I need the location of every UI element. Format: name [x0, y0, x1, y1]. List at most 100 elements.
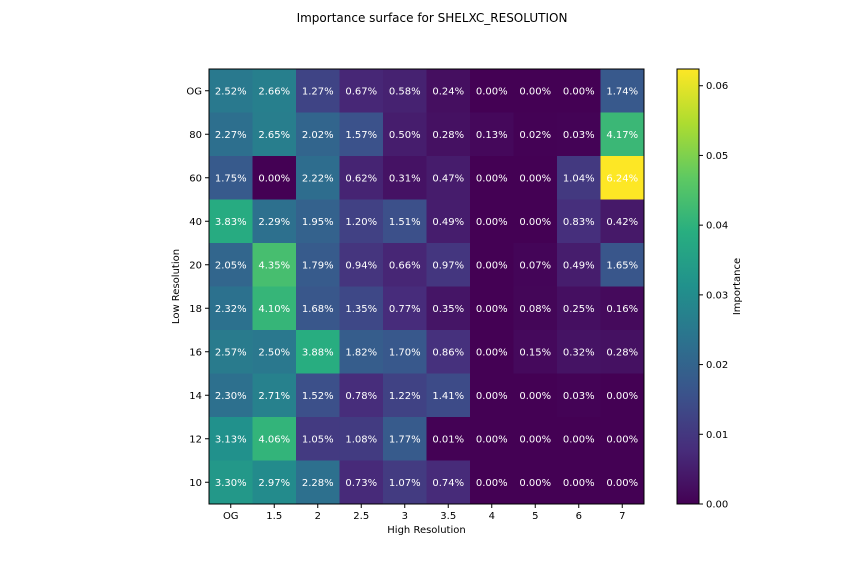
heatmap-cell [296, 69, 340, 113]
heatmap-cell [296, 243, 340, 287]
heatmap-cell [252, 112, 297, 157]
heatmap-cell [339, 199, 384, 244]
cell-value-label: 0.00% [476, 260, 508, 271]
cell-value-label: 1.51% [389, 217, 421, 228]
heatmap-cell [426, 243, 471, 287]
cell-value-label: 4.17% [606, 130, 638, 141]
cell-value-label: 0.00% [519, 391, 551, 402]
heatmap-cell [513, 69, 558, 113]
cell-value-label: 0.28% [432, 130, 464, 141]
cell-value-label: 0.00% [606, 478, 638, 489]
heatmap-cell [513, 243, 558, 287]
y-tick-label: 14 [189, 391, 202, 402]
heatmap-cell [600, 330, 645, 374]
cell-value-label: 0.07% [519, 260, 551, 271]
cell-value-label: 0.78% [345, 391, 377, 402]
colorbar-ticks: 0.00 0.01 0.02 0.03 0.04 0.05 0.06 [699, 81, 728, 511]
cell-value-label: 2.57% [215, 347, 247, 358]
cell-value-label: 0.00% [476, 347, 508, 358]
heatmap-cell [470, 330, 514, 374]
heatmap-cell [557, 112, 601, 157]
heatmap-cell [600, 417, 645, 461]
heatmap-cell-labels: 2.52% 2.66% 1.27% 0.67% 0.58% 0.24% 0.00% 0.00%… [215, 86, 638, 489]
cell-value-label: 0.00% [476, 434, 508, 445]
y-axis-label: Low Resolution [171, 249, 182, 324]
heatmap-cell [209, 330, 253, 374]
heatmap-cell [557, 243, 601, 287]
cell-value-label: 0.47% [432, 173, 464, 184]
cell-value-label: 2.05% [215, 260, 247, 271]
cell-value-label: 1.57% [345, 130, 377, 141]
heatmap-cell [557, 156, 601, 200]
cell-value-label: 2.32% [215, 304, 247, 315]
cell-value-label: 0.35% [432, 304, 464, 315]
cell-value-label: 0.16% [606, 304, 638, 315]
cell-value-label: 0.00% [476, 173, 508, 184]
heatmap-cell [426, 69, 471, 113]
cell-value-label: 2.22% [302, 173, 334, 184]
heatmap-cell [426, 156, 471, 200]
x-tick-label: OG [223, 511, 239, 522]
cell-value-label: 2.02% [302, 130, 334, 141]
heatmap-cell [252, 199, 297, 244]
cell-value-label: 2.97% [258, 478, 290, 489]
cell-value-label: 0.74% [432, 478, 464, 489]
cell-value-label: 2.30% [215, 391, 247, 402]
heatmap-cells [209, 69, 645, 505]
heatmap-cell [600, 243, 645, 287]
heatmap-cell [209, 286, 253, 331]
heatmap-cell [339, 112, 384, 157]
heatmap-cell [470, 112, 514, 157]
heatmap-cell [296, 330, 340, 374]
heatmap-cell [557, 69, 601, 113]
cell-value-label: 0.00% [476, 391, 508, 402]
cell-value-label: 0.24% [432, 86, 464, 97]
cell-value-label: 2.50% [258, 347, 290, 358]
cell-value-label: 0.02% [519, 130, 551, 141]
x-axis-ticks: OG 1.5 2 2.5 3 3.5 4 5 6 7 [223, 504, 625, 522]
heatmap-cell [513, 460, 558, 505]
cell-value-label: 0.00% [476, 478, 508, 489]
heatmap-cell [383, 286, 427, 331]
heatmap-cell [209, 156, 253, 200]
x-tick-label: 7 [619, 511, 625, 522]
cell-value-label: 4.06% [258, 434, 290, 445]
cell-value-label: 3.30% [215, 478, 247, 489]
x-tick-label: 3.5 [440, 511, 456, 522]
cell-value-label: 0.66% [389, 260, 421, 271]
cell-value-label: 1.95% [302, 217, 334, 228]
heatmap-cell [470, 373, 514, 418]
heatmap-cell [383, 243, 427, 287]
heatmap-cell [339, 373, 384, 418]
cell-value-label: 3.83% [215, 217, 247, 228]
cell-value-label: 0.32% [563, 347, 595, 358]
heatmap-cell [513, 417, 558, 461]
cell-value-label: 0.00% [519, 434, 551, 445]
heatmap-cell [513, 112, 558, 157]
heatmap-cell [557, 373, 601, 418]
heatmap-cell [426, 373, 471, 418]
heatmap-cell [339, 330, 384, 374]
heatmap-cell [426, 330, 471, 374]
heatmap-cell [426, 199, 471, 244]
cell-value-label: 1.08% [345, 434, 377, 445]
heatmap-cell [252, 243, 297, 287]
cell-value-label: 1.70% [389, 347, 421, 358]
heatmap-cell [470, 286, 514, 331]
cell-value-label: 1.82% [345, 347, 377, 358]
heatmap-cell [383, 373, 427, 418]
heatmap-cell [600, 112, 645, 157]
y-tick-label: 40 [189, 217, 202, 228]
y-tick-label: OG [186, 86, 202, 97]
heatmap-cell [470, 460, 514, 505]
heatmap-cell [383, 69, 427, 113]
heatmap-cell [339, 286, 384, 331]
heatmap-cell [339, 69, 384, 113]
heatmap-cell [252, 156, 297, 200]
cell-value-label: 2.66% [258, 86, 290, 97]
y-tick-label: 80 [189, 130, 202, 141]
x-tick-label: 2.5 [353, 511, 369, 522]
heatmap-cell [426, 417, 471, 461]
x-axis-label: High Resolution [387, 525, 465, 536]
cell-value-label: 2.27% [215, 130, 247, 141]
